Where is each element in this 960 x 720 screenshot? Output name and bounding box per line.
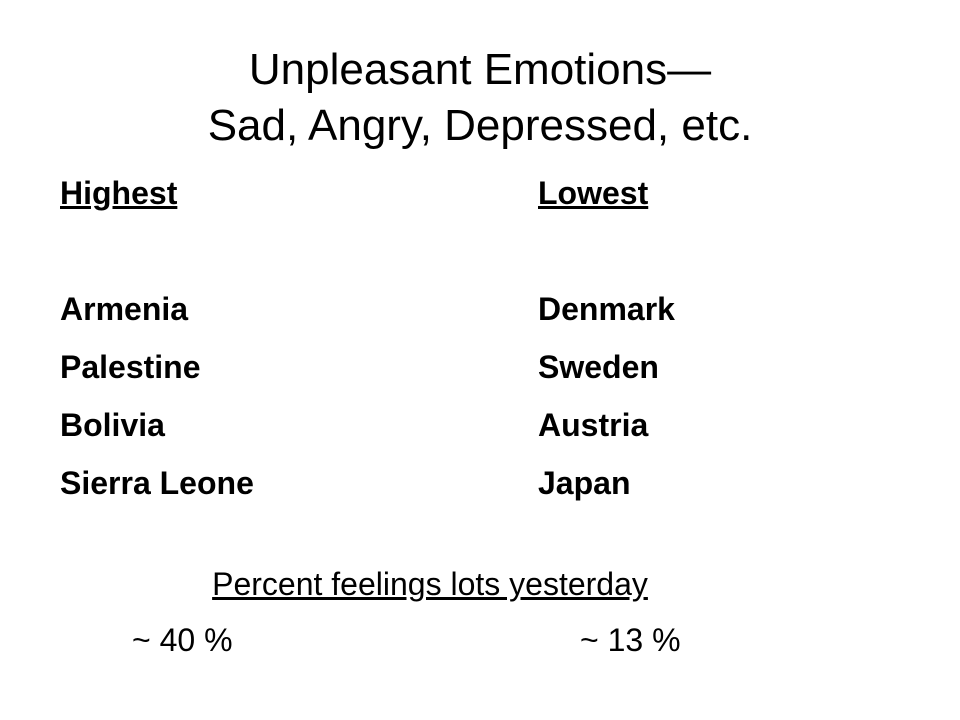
highest-country: Bolivia: [60, 407, 165, 443]
title-line-1: Unpleasant Emotions—: [248, 45, 712, 94]
lowest-country: Sweden: [538, 349, 659, 385]
lowest-percent: ~ 13 %: [580, 622, 681, 658]
lowest-header: Lowest: [538, 175, 649, 211]
highest-column: Highest Armenia Palestine Bolivia Sierra…: [60, 164, 254, 512]
highest-header: Highest: [60, 175, 178, 211]
highest-country: Armenia: [60, 291, 189, 327]
lowest-country: Japan: [538, 465, 631, 501]
lowest-country: Austria: [538, 407, 649, 443]
title-line-2: Sad, Angry, Depressed, etc.: [207, 101, 753, 150]
caption-row: Percent feelings lots yesterday: [0, 558, 860, 610]
highest-percent: ~ 40 %: [132, 622, 233, 658]
lowest-column: Lowest Denmark Sweden Austria Japan: [538, 164, 675, 512]
highest-country: Sierra Leone: [60, 465, 254, 501]
lowest-country: Denmark: [538, 291, 675, 327]
percent-caption: Percent feelings lots yesterday: [212, 566, 648, 602]
slide-title: Unpleasant Emotions— Sad, Angry, Depress…: [0, 42, 960, 154]
highest-country: Palestine: [60, 349, 201, 385]
